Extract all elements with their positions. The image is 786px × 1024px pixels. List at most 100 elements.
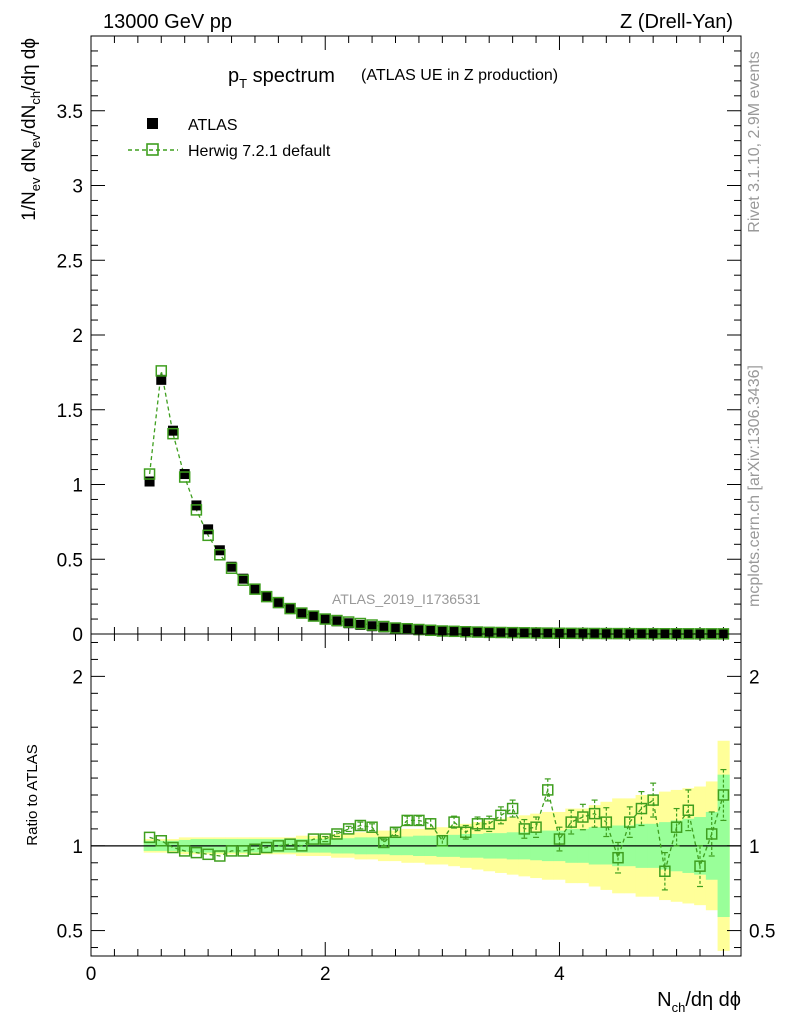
ratio-herwig-point [518, 823, 531, 835]
ratio-frame [90, 633, 742, 957]
header-collision: 13000 GeV pp [103, 11, 232, 33]
atlas-data-point [566, 628, 577, 639]
atlas-data-point [249, 584, 260, 595]
ratio-herwig-point [249, 843, 261, 855]
rivet-label: Rivet 3.1.10, 2.9M events [746, 51, 763, 232]
ratio-y-tick-label-right: 0.5 [749, 922, 775, 943]
main-y-tick-label: 3 [72, 177, 83, 198]
ratio-herwig-point [272, 840, 285, 852]
ratio-herwig-point [214, 850, 226, 862]
herwig-data-point [331, 614, 343, 627]
atlas-data-point [367, 621, 378, 632]
x-tick-label: 4 [554, 964, 565, 985]
main-y-axis-label: 1/Nev dNev/dNch/dη dϕ [19, 38, 43, 221]
herwig-data-point [448, 625, 460, 638]
ratio-herwig-point [670, 821, 683, 833]
herwig-data-point [389, 622, 402, 634]
analysis-watermark: ATLAS_2019_I1736531 [332, 591, 481, 607]
atlas-data-point [343, 618, 354, 629]
legend: ATLAS Herwig 7.2.1 default [128, 117, 331, 160]
herwig-data-point [542, 627, 554, 639]
ratio-herwig-point [659, 865, 671, 878]
ratio-herwig-point [495, 809, 507, 822]
atlas-data-point [425, 625, 436, 636]
ratio-herwig-point [190, 846, 203, 859]
ratio-herwig-point [319, 833, 331, 845]
herwig-data-point [378, 620, 390, 633]
ratio-herwig-point [389, 826, 402, 839]
ratio-herwig-point [623, 816, 636, 828]
atlas-data-point [285, 603, 296, 614]
ratio-herwig-point [225, 845, 238, 857]
ratio-herwig-point [565, 816, 577, 828]
ratio-herwig-point [424, 818, 437, 830]
herwig-data-point [424, 624, 437, 637]
atlas-data-point [167, 425, 178, 436]
ratio-herwig-point [542, 784, 554, 796]
ratio-herwig-point [600, 816, 613, 828]
ratio-herwig-point [260, 841, 273, 854]
ratio-herwig-line [149, 787, 725, 872]
x-axis-label: Nch/dη dϕ [657, 989, 741, 1015]
ratio-herwig-point [178, 845, 191, 857]
mcplots-label: mcplots.cern.ch [arXiv:1306.3436] [746, 365, 763, 607]
atlas-data-point [378, 622, 389, 633]
ratio-herwig-point [553, 833, 566, 845]
ratio-herwig-point [448, 816, 460, 828]
header-process: Z (Drell-Yan) [620, 11, 733, 33]
atlas-data-point [296, 608, 307, 619]
atlas-data-point [472, 627, 483, 638]
x-tick-label: 0 [86, 964, 97, 985]
atlas-data-point [390, 623, 401, 634]
herwig-data-point [143, 468, 156, 480]
herwig-data-point [518, 627, 531, 639]
atlas-data-point [331, 616, 342, 627]
atlas-data-point [402, 624, 413, 635]
atlas-data-point [320, 614, 331, 625]
ratio-herwig-point [413, 814, 425, 827]
atlas-data-point [577, 628, 588, 639]
legend-herwig-label: Herwig 7.2.1 default [188, 143, 331, 160]
ratio-herwig-point [506, 802, 519, 815]
atlas-data-point [156, 374, 167, 385]
ratio-herwig-point [401, 814, 413, 827]
herwig-data-point [260, 590, 273, 603]
main-y-tick-label: 0.5 [57, 550, 83, 571]
ratio-herwig-point [342, 823, 355, 835]
atlas-data-point [355, 619, 366, 630]
ratio-y-tick-label-right: 2 [749, 667, 760, 688]
atlas-data-point [203, 524, 214, 535]
ratio-herwig-point [471, 818, 484, 830]
x-tick-label: 2 [320, 964, 331, 985]
ratio-herwig-point [612, 851, 624, 864]
atlas-data-point [542, 628, 553, 639]
atlas-data-point [144, 476, 155, 487]
main-y-tick-label: 1.5 [57, 401, 83, 422]
ratio-herwig-point [588, 807, 601, 820]
herwig-data-point [307, 610, 320, 622]
ratio-herwig-point [237, 845, 250, 857]
ratio-herwig-point [635, 802, 648, 815]
ratio-y-tick-label: 0.5 [57, 922, 83, 943]
legend-herwig-marker [146, 143, 159, 156]
herwig-data-point [237, 574, 250, 586]
herwig-data-point [178, 471, 191, 483]
herwig-data-point [296, 607, 308, 619]
atlas-data-point [460, 626, 471, 637]
atlas-data-point [226, 561, 237, 572]
ratio-herwig-point [354, 819, 367, 832]
herwig-data-point [471, 626, 484, 638]
ratio-herwig-point [647, 794, 659, 806]
ratio-herwig-point [378, 836, 390, 849]
main-y-tick-label: 2 [72, 326, 83, 347]
ratio-herwig-point [705, 828, 718, 840]
ratio-herwig-point [307, 833, 320, 845]
herwig-data-point [272, 596, 285, 609]
herwig-data-point [214, 549, 226, 561]
atlas-data-point [449, 626, 460, 637]
atlas-data-point [261, 591, 272, 602]
ratio-y-axis-label: Ratio to ATLAS [24, 744, 41, 845]
herwig-data-point [202, 529, 214, 542]
atlas-data-point [519, 627, 530, 638]
